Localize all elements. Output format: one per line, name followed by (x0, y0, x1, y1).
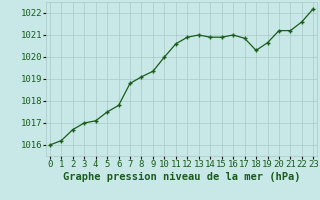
X-axis label: Graphe pression niveau de la mer (hPa): Graphe pression niveau de la mer (hPa) (63, 172, 300, 182)
